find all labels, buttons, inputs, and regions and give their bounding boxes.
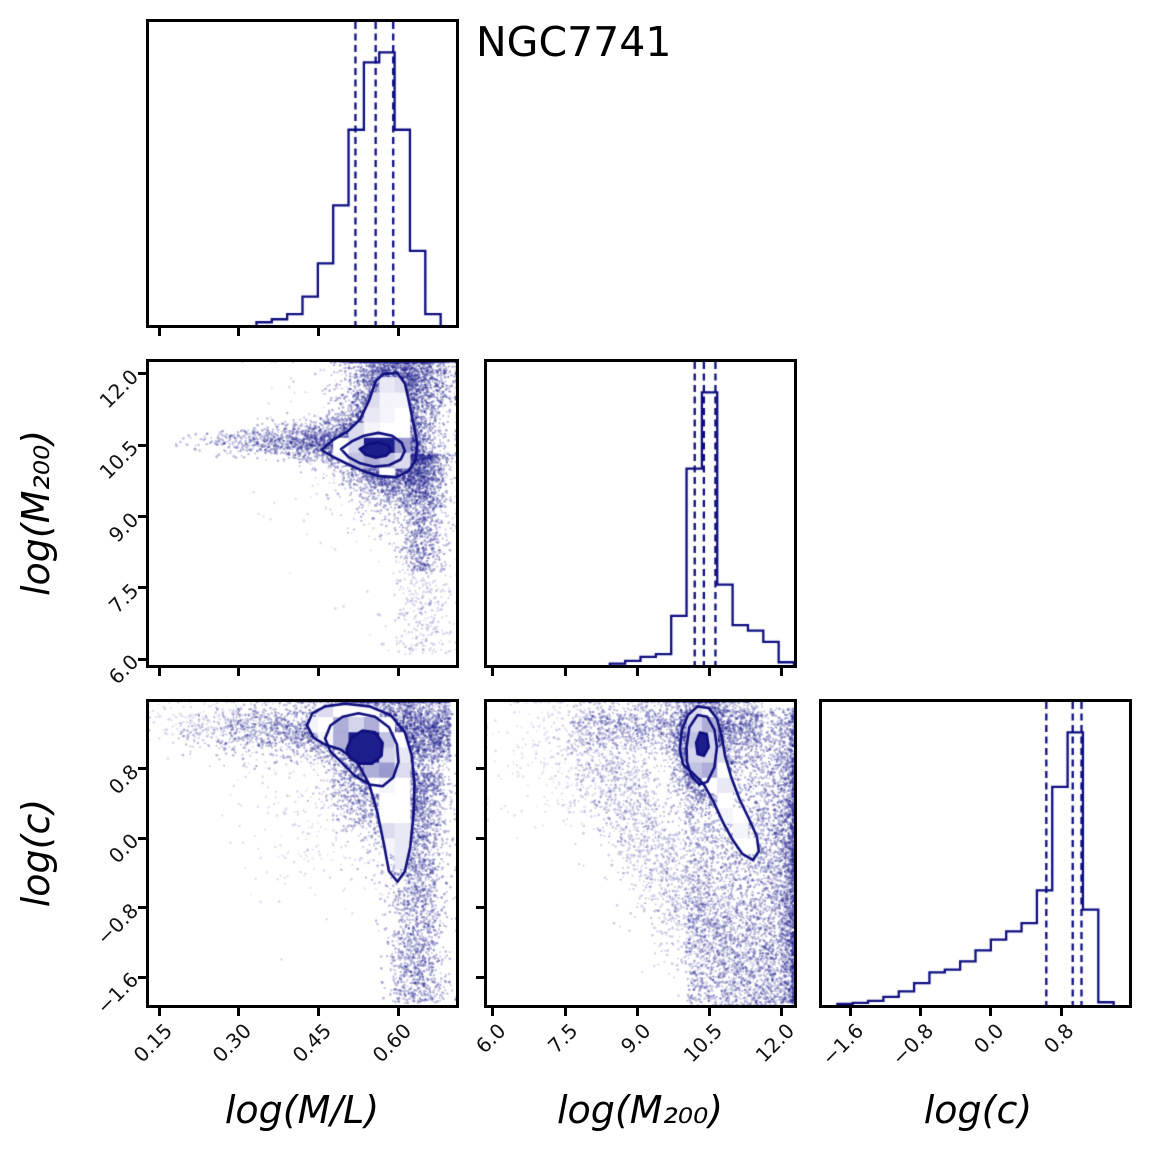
y-tick-mark xyxy=(138,586,146,590)
y-tick-mark xyxy=(138,657,146,661)
x-tick-label: 6.0 xyxy=(470,1018,511,1059)
x-tick-mark xyxy=(708,1008,712,1016)
m200-hist-canvas xyxy=(487,362,794,665)
m200-vs-ml-canvas xyxy=(149,362,456,665)
x-tick-label: 10.5 xyxy=(678,1018,728,1068)
x-tick-mark xyxy=(1059,1008,1063,1016)
y-tick-label: 12.0 xyxy=(95,364,144,413)
x-tick-mark xyxy=(157,668,161,676)
x-axis-label-log-m200: log(M₂₀₀) xyxy=(556,1088,724,1132)
x-tick-mark xyxy=(397,1008,401,1016)
y-tick-mark xyxy=(138,836,146,840)
y-tick-label: −0.8 xyxy=(92,898,144,950)
x-tick-label: 0.60 xyxy=(367,1018,417,1068)
x-axis-label-log-c: log(c) xyxy=(923,1088,1033,1132)
x-tick-mark xyxy=(157,328,161,336)
y-tick-label: 10.5 xyxy=(95,435,144,485)
panel-m200-hist xyxy=(484,359,797,668)
x-tick-label: 7.5 xyxy=(543,1018,583,1059)
y-tick-mark xyxy=(476,767,484,771)
x-tick-mark xyxy=(563,668,567,676)
x-tick-label: 0.30 xyxy=(208,1018,257,1068)
x-tick-mark xyxy=(317,668,321,676)
panel-m200-vs-ml xyxy=(146,359,459,668)
x-axis-label-log-ml: log(M/L) xyxy=(224,1088,380,1132)
panel-c-vs-ml xyxy=(146,699,459,1008)
y-tick-mark xyxy=(138,975,146,979)
x-tick-label: 12.0 xyxy=(751,1018,800,1068)
y-tick-mark xyxy=(138,767,146,771)
c-vs-m200-canvas xyxy=(487,702,794,1005)
x-tick-mark xyxy=(317,1008,321,1016)
x-tick-label: 0.45 xyxy=(287,1018,337,1068)
y-axis-label-log-c: log(c) xyxy=(14,798,58,908)
x-tick-mark xyxy=(317,328,321,336)
x-tick-mark xyxy=(397,668,401,676)
y-axis-label-log-m200: log(M₂₀₀) xyxy=(14,429,58,597)
x-tick-mark xyxy=(780,1008,784,1016)
c-vs-ml-canvas xyxy=(149,702,456,1005)
x-tick-label: −0.8 xyxy=(886,1018,939,1070)
x-tick-mark xyxy=(397,328,401,336)
x-tick-mark xyxy=(780,668,784,676)
y-tick-mark xyxy=(476,975,484,979)
x-tick-mark xyxy=(237,1008,241,1016)
y-tick-mark xyxy=(476,836,484,840)
x-tick-label: −1.6 xyxy=(816,1018,868,1070)
x-tick-mark xyxy=(491,1008,495,1016)
y-tick-mark xyxy=(138,372,146,376)
y-tick-label: 6.0 xyxy=(104,649,144,690)
panel-ml-hist xyxy=(146,19,459,328)
y-tick-label: 0.0 xyxy=(104,828,144,869)
x-tick-mark xyxy=(919,1008,923,1016)
x-tick-mark xyxy=(157,1008,161,1016)
y-tick-label: 9.0 xyxy=(104,507,144,547)
x-tick-mark xyxy=(237,668,241,676)
y-tick-label: 7.5 xyxy=(104,578,144,618)
y-tick-label: −1.6 xyxy=(92,967,144,1020)
x-tick-mark xyxy=(989,1008,993,1016)
x-tick-mark xyxy=(848,1008,852,1016)
x-tick-mark xyxy=(491,668,495,676)
y-tick-mark xyxy=(138,443,146,447)
x-tick-mark xyxy=(563,1008,567,1016)
x-tick-mark xyxy=(708,668,712,676)
y-tick-mark xyxy=(138,515,146,519)
ml-hist-canvas xyxy=(149,22,456,325)
x-tick-mark xyxy=(635,668,639,676)
panel-c-hist xyxy=(819,699,1132,1008)
x-tick-mark xyxy=(635,1008,639,1016)
x-tick-label: 0.15 xyxy=(128,1018,177,1068)
c-hist-canvas xyxy=(822,702,1129,1005)
x-tick-label: 9.0 xyxy=(615,1018,655,1059)
x-tick-label: 0.8 xyxy=(1039,1018,1079,1059)
figure-title: NGC7741 xyxy=(476,18,672,66)
y-tick-mark xyxy=(138,906,146,910)
y-tick-mark xyxy=(476,906,484,910)
panel-c-vs-m200 xyxy=(484,699,797,1008)
y-tick-label: 0.8 xyxy=(104,759,144,799)
x-tick-mark xyxy=(237,328,241,336)
x-tick-label: 0.0 xyxy=(968,1018,1009,1059)
